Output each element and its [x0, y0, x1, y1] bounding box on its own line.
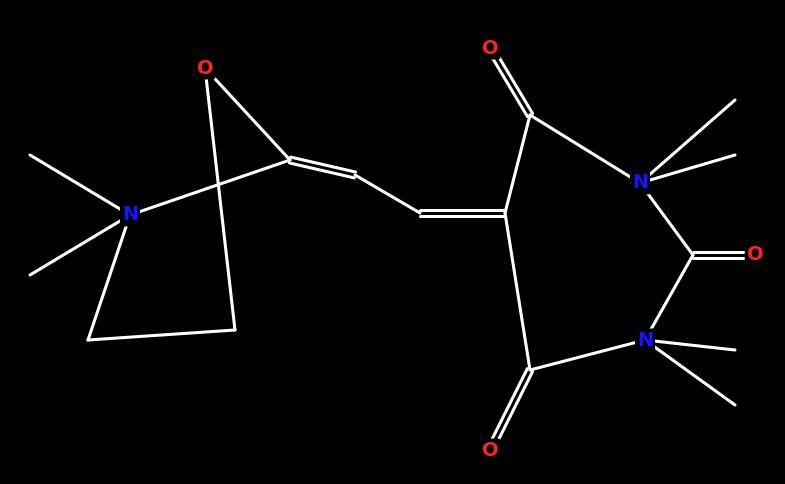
- Text: N: N: [632, 173, 648, 193]
- Text: N: N: [637, 331, 653, 349]
- Text: O: O: [197, 59, 214, 77]
- Text: N: N: [122, 206, 138, 225]
- Text: O: O: [482, 39, 498, 58]
- Text: O: O: [482, 440, 498, 459]
- Text: O: O: [747, 245, 763, 264]
